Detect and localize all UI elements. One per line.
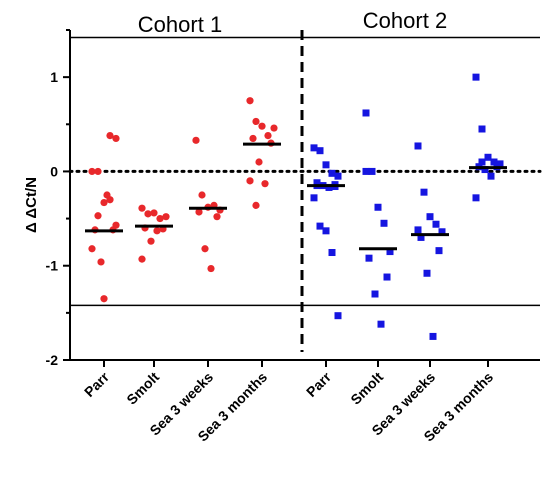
data-point <box>97 258 105 266</box>
data-point <box>371 290 379 298</box>
data-point <box>380 219 388 227</box>
data-point <box>201 245 209 253</box>
data-point <box>88 245 96 253</box>
data-point <box>414 226 422 234</box>
data-point <box>195 208 203 216</box>
data-point <box>322 227 330 235</box>
x-category-label-4: Parr <box>303 368 335 400</box>
data-point <box>316 222 324 230</box>
data-point <box>249 134 257 143</box>
y-ticks: -2 -1 0 1 <box>46 29 70 368</box>
data-point <box>423 269 431 277</box>
data-point <box>362 167 370 175</box>
data-point <box>192 136 200 144</box>
data-point <box>264 132 272 140</box>
data-point <box>246 177 254 185</box>
data-point <box>377 320 385 328</box>
data-point <box>103 191 111 199</box>
data-point <box>334 172 342 180</box>
data-point <box>481 166 489 174</box>
reference-lines <box>70 36 540 307</box>
data-point <box>316 147 324 155</box>
data-point <box>322 161 330 169</box>
median-bars <box>85 142 507 251</box>
data-point <box>435 247 443 255</box>
data-point <box>426 213 434 221</box>
y-axis-label: Δ ΔCt/N <box>23 177 40 233</box>
data-point <box>144 210 152 218</box>
data-point <box>246 97 254 105</box>
y-tick-label-3: 1 <box>50 69 58 85</box>
data-point <box>255 158 263 166</box>
cohort-2-label: Cohort 2 <box>363 8 447 33</box>
data-point <box>386 248 394 256</box>
data-point <box>328 249 336 257</box>
data-point <box>138 255 146 263</box>
data-point <box>252 117 260 126</box>
data-point <box>252 201 260 209</box>
data-point <box>270 124 278 132</box>
y-tick-label-1: -1 <box>46 258 59 274</box>
data-point <box>438 228 446 236</box>
data-points <box>88 73 504 340</box>
data-point <box>429 332 437 340</box>
data-point <box>100 198 108 207</box>
data-point <box>147 237 155 245</box>
data-point <box>88 167 96 176</box>
data-point <box>106 132 114 140</box>
data-point <box>138 204 146 212</box>
data-point <box>484 153 492 161</box>
data-point <box>414 142 422 150</box>
axes <box>69 30 540 367</box>
data-point <box>213 213 221 221</box>
y-tick-label-0: -2 <box>46 352 59 368</box>
x-category-label-0: Parr <box>81 368 113 400</box>
x-category-label-1: Smolt <box>123 369 162 408</box>
data-point <box>325 183 333 191</box>
data-point <box>478 125 486 133</box>
data-point <box>478 158 486 166</box>
data-point <box>100 295 108 303</box>
data-point <box>362 109 370 117</box>
data-point <box>310 194 318 202</box>
data-point <box>94 212 102 220</box>
data-point <box>432 220 440 228</box>
data-point <box>156 214 164 223</box>
data-point <box>261 180 269 188</box>
data-point <box>374 203 382 211</box>
data-point <box>207 264 215 273</box>
data-point <box>420 188 428 196</box>
data-point <box>472 194 480 202</box>
data-point <box>328 169 336 177</box>
data-point <box>198 191 206 199</box>
data-point <box>417 233 425 241</box>
data-point <box>258 122 266 130</box>
data-point <box>112 134 120 143</box>
x-category-label-5: Smolt <box>347 369 386 408</box>
data-point <box>310 144 318 152</box>
data-point <box>162 213 170 221</box>
data-point <box>490 158 498 166</box>
cohort-1-label: Cohort 1 <box>138 12 222 37</box>
data-point <box>153 227 161 235</box>
data-point <box>472 73 480 81</box>
data-point <box>365 254 373 262</box>
data-point <box>334 312 342 320</box>
data-point <box>150 209 158 217</box>
y-tick-label-2: 0 <box>50 163 58 179</box>
data-point <box>383 273 391 281</box>
data-point <box>368 167 376 175</box>
data-point <box>94 167 102 176</box>
data-point <box>487 172 495 180</box>
